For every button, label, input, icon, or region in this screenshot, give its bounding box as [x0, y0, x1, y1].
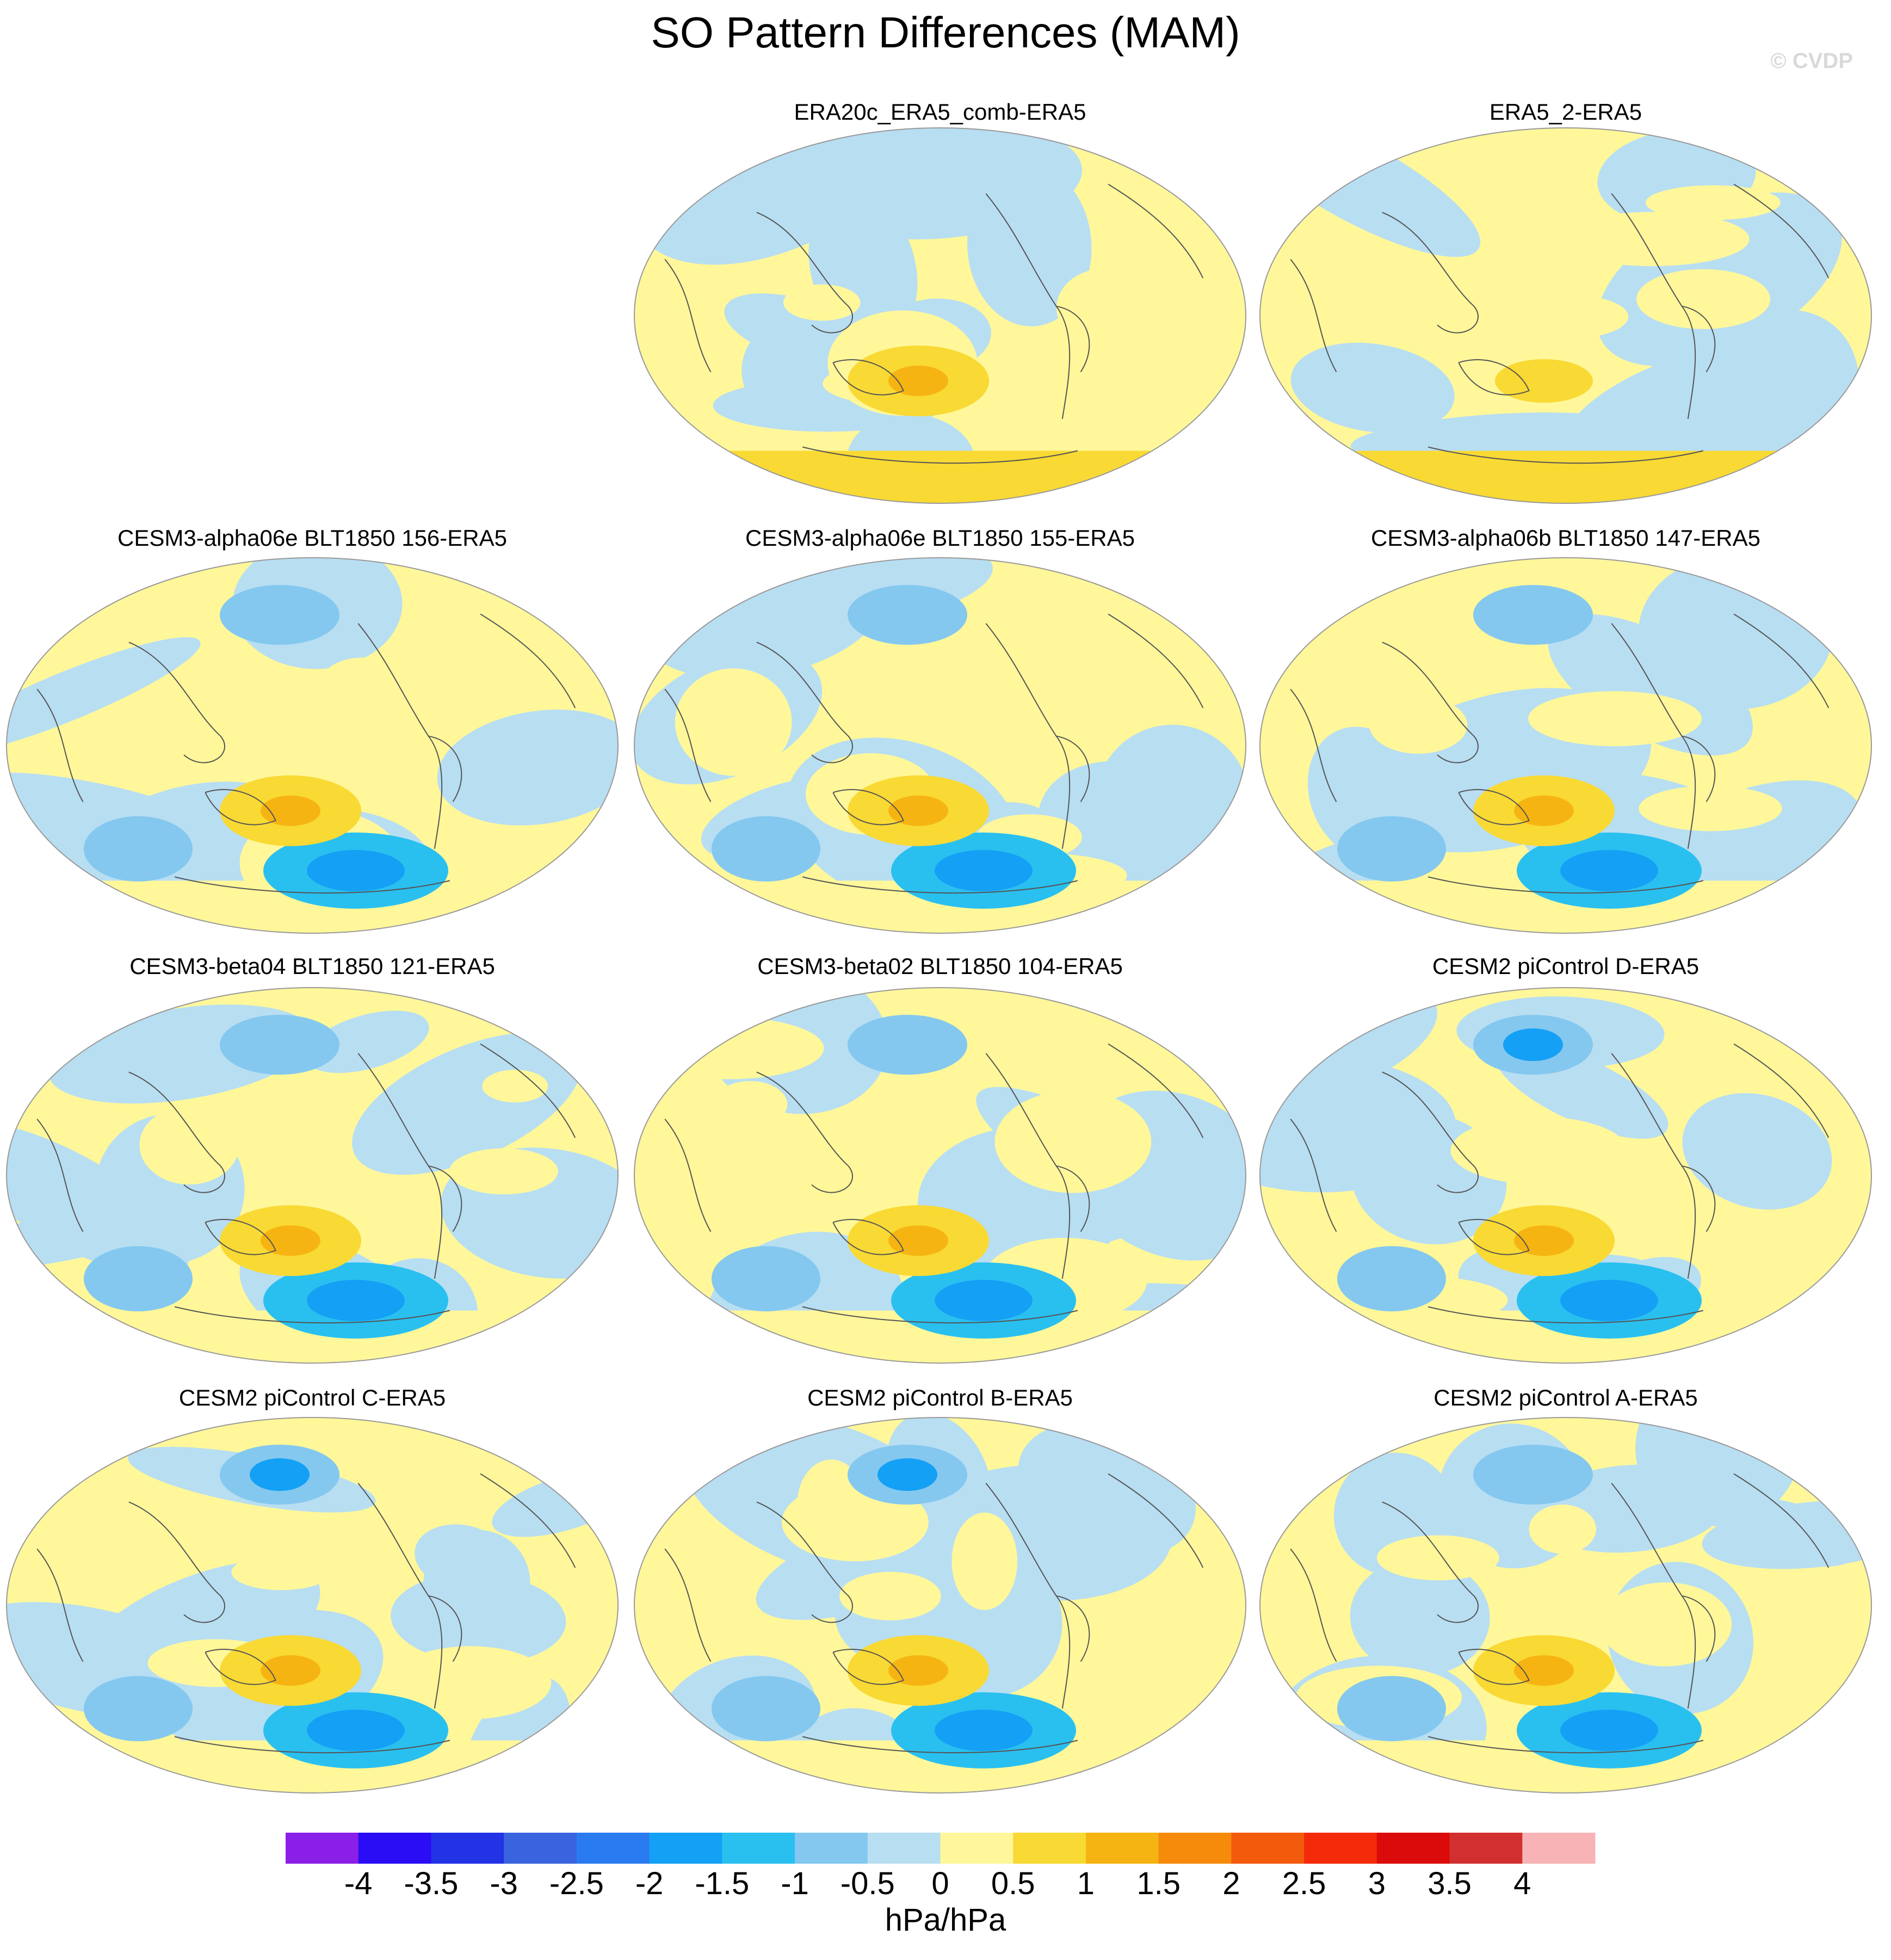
colorbar-tick-label: 3	[1368, 1866, 1386, 1901]
colorbar-tick-label: -1.5	[695, 1866, 750, 1901]
colorbar-swatch	[649, 1833, 722, 1864]
colorbar-tick-label: -2.5	[549, 1866, 604, 1901]
colorbar-tick-label: -0.5	[840, 1866, 895, 1901]
panel-title: CESM3-beta02 BLT1850 104-ERA5	[757, 953, 1123, 979]
colorbar-tick-label: -4	[344, 1866, 373, 1901]
colorbar-swatch	[1376, 1833, 1450, 1864]
colorbar-swatch	[1231, 1833, 1305, 1864]
map-panel	[1259, 1417, 1872, 1793]
watermark: © CVDP	[1770, 49, 1853, 73]
panel-title: ERA5_2-ERA5	[1489, 99, 1642, 125]
colorbar-swatch	[358, 1833, 431, 1864]
colorbar-tick-label: 3.5	[1427, 1866, 1472, 1901]
figure-title: SO Pattern Differences (MAM)	[651, 8, 1240, 57]
panel-title: CESM3-alpha06e BLT1850 156-ERA5	[118, 525, 507, 551]
colorbar-tick-label: 0.5	[991, 1866, 1035, 1901]
panel-title: ERA20c_ERA5_comb-ERA5	[794, 99, 1086, 125]
colorbar-swatch	[1085, 1833, 1159, 1864]
colorbar-swatch	[1522, 1833, 1596, 1864]
colorbar-tick-label: -1	[781, 1866, 809, 1901]
colorbar-swatch	[795, 1833, 868, 1864]
panel-title: CESM3-alpha06e BLT1850 155-ERA5	[745, 525, 1135, 551]
panel-title: CESM2 piControl A-ERA5	[1433, 1385, 1698, 1410]
colorbar-tick-label: 1	[1077, 1866, 1095, 1901]
colorbar-tick-label: -3.5	[404, 1866, 459, 1901]
map-panel	[634, 127, 1246, 504]
panel-title: CESM2 piControl B-ERA5	[807, 1385, 1073, 1410]
colorbar-tick-label: -3	[490, 1866, 518, 1901]
colorbar-tick-label: 0	[931, 1866, 949, 1901]
colorbar-swatch	[1304, 1833, 1377, 1864]
colorbar-swatch	[286, 1833, 359, 1864]
colorbar-swatch	[431, 1833, 504, 1864]
colorbar-swatch	[576, 1833, 650, 1864]
colorbar-swatch	[504, 1833, 577, 1864]
colorbar-units: hPa/hPa	[885, 1902, 1006, 1938]
panel-title: CESM3-beta04 BLT1850 121-ERA5	[129, 953, 495, 979]
panel-title: CESM2 piControl D-ERA5	[1432, 953, 1700, 979]
map-panel	[634, 987, 1246, 1364]
colorbar-swatch	[1013, 1833, 1086, 1864]
panel-title: CESM2 piControl C-ERA5	[178, 1385, 446, 1410]
colorbar-tick-label: 2.5	[1282, 1866, 1326, 1901]
map-panel	[6, 987, 619, 1364]
colorbar-tick-label: 1.5	[1136, 1866, 1181, 1901]
colorbar-tick-label: -2	[635, 1866, 664, 1901]
colorbar-tick-label: 4	[1513, 1866, 1531, 1901]
colorbar-swatch	[722, 1833, 795, 1864]
colorbar-swatch	[867, 1833, 941, 1864]
panel-title: CESM3-alpha06b BLT1850 147-ERA5	[1371, 525, 1760, 551]
colorbar-swatch	[1449, 1833, 1523, 1864]
colorbar-tick-label: 2	[1222, 1866, 1240, 1901]
colorbar-swatch	[940, 1833, 1014, 1864]
colorbar-swatch	[1158, 1833, 1232, 1864]
